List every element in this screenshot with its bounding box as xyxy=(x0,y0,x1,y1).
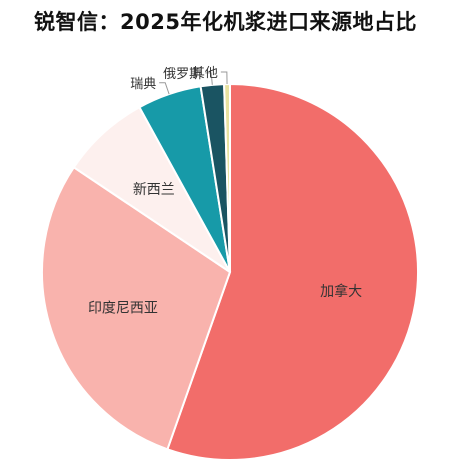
pie-slice-label-5: 其他 xyxy=(192,66,218,81)
pie-slice-label-1: 印度尼西亚 xyxy=(88,301,158,317)
pie-slice-label-0: 加拿大 xyxy=(320,283,362,300)
pie-leader-3 xyxy=(159,82,170,95)
chart-title: 锐智信：2025年化机浆进口来源地占比 xyxy=(34,10,417,34)
pie-slice-label-4: 俄罗斯 xyxy=(163,67,202,82)
pie-slice-5 xyxy=(223,82,231,273)
pie-slice-label-3: 瑞典 xyxy=(130,77,156,92)
pie-leader-5 xyxy=(220,71,228,85)
pie-slice-1 xyxy=(41,165,232,451)
pie-slice-label-2: 新西兰 xyxy=(133,182,175,198)
pie-leader-4 xyxy=(205,72,213,85)
